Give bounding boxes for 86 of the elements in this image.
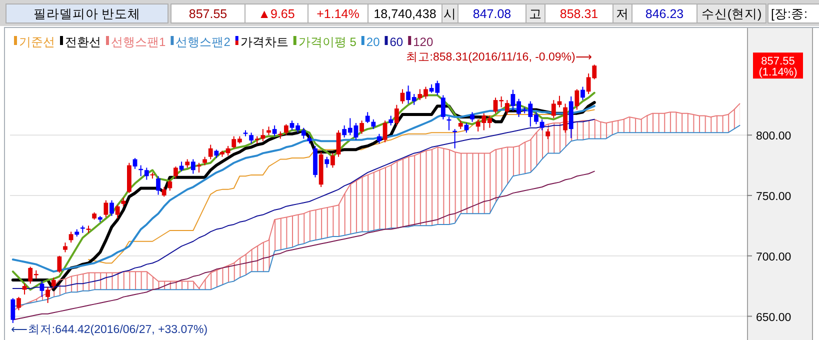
candlestick (348, 118, 352, 136)
candlestick (284, 124, 288, 136)
candlestick (168, 179, 172, 192)
candlestick (504, 100, 510, 116)
legend-label: 선행스팬1 (111, 35, 166, 49)
candlestick (144, 167, 149, 180)
candlestick (57, 255, 62, 274)
annotation: 최고:858.31(2016/11/16, -0.09%)⟶ (406, 52, 592, 64)
candlestick (260, 128, 266, 142)
legend-label: 전환선 (65, 35, 101, 49)
candlestick (272, 124, 277, 137)
candlestick (418, 88, 422, 101)
candlestick (28, 266, 33, 284)
candlestick (546, 128, 550, 140)
y-tick-label: 800.00 (756, 130, 792, 143)
candlestick (482, 112, 486, 131)
y-tick-label: 650.00 (756, 312, 792, 324)
legend-label: 60 (390, 35, 404, 49)
candlestick (68, 231, 74, 244)
candlestick (580, 86, 585, 101)
candlestick (63, 242, 68, 253)
candlestick (493, 97, 498, 114)
candlestick (342, 124, 347, 138)
candlestick (464, 122, 469, 134)
candlestick (354, 122, 358, 140)
candlestick (156, 176, 160, 196)
candlestick (516, 98, 521, 118)
candlestick (249, 132, 254, 144)
candlestick (412, 94, 416, 106)
candlestick (51, 277, 56, 289)
candlestick (540, 118, 544, 131)
candlestick (499, 96, 504, 108)
header: 필라델피아 반도체 857.55 ▲9.65 +1.14% 18,740,438 시 847.08 고 858.31 저 846.23 수신(현지) [장:종: (6, 4, 819, 24)
candlestick (296, 122, 300, 134)
legend-label: 가격차트 (240, 35, 288, 49)
candlestick (528, 100, 533, 128)
candlestick (563, 103, 568, 134)
candlestick (377, 133, 382, 144)
candlestick (406, 85, 410, 104)
candlestick (360, 120, 364, 134)
candlestick (388, 115, 394, 126)
candlestick (132, 158, 138, 170)
annotation: ⟵최저:644.42(2016/06/27, +33.07%) (10, 324, 208, 336)
candlestick (208, 144, 213, 160)
candlestick (10, 298, 16, 324)
y-tick-label: 700.00 (756, 251, 792, 264)
candlestick (476, 118, 480, 132)
candlestick (586, 72, 591, 95)
legend-label: 20 (366, 35, 380, 49)
candlestick (232, 136, 236, 149)
candlestick (574, 88, 580, 110)
candlestick (162, 186, 166, 198)
candlestick (115, 204, 120, 219)
candlestick (16, 296, 21, 311)
candlestick (290, 120, 294, 131)
candlestick (400, 88, 405, 104)
candlestick (488, 115, 492, 128)
candlestick (301, 127, 306, 140)
candlestick (371, 118, 376, 130)
candlestick (190, 158, 196, 174)
candlestick (365, 112, 370, 124)
legend-label: 기준선 (19, 35, 55, 49)
candlestick (46, 286, 50, 304)
legend-label: 가격이평 5 (298, 35, 357, 49)
candlestick (551, 100, 556, 119)
legend-label: 120 (413, 35, 434, 49)
candlestick (534, 112, 538, 125)
candlestick (40, 280, 44, 298)
price-tag: 857.55 (1.14%) (753, 52, 803, 79)
candlestick (382, 120, 388, 143)
candlestick (174, 166, 178, 180)
candlestick (470, 112, 474, 122)
chart-title: 필라델피아 반도체 (33, 7, 141, 21)
candlestick (435, 80, 440, 96)
candlestick (104, 200, 108, 218)
candlestick (110, 200, 114, 217)
candlestick (324, 156, 330, 168)
candlestick (330, 152, 335, 168)
candlestick (592, 64, 597, 80)
candlestick (440, 94, 446, 120)
candlestick (424, 86, 428, 100)
legend-label: 선행스팬2 (176, 35, 231, 49)
y-tick-label: 750.00 (756, 190, 792, 203)
candlestick (394, 104, 399, 126)
candlestick (336, 130, 341, 158)
candlestick (510, 89, 516, 112)
